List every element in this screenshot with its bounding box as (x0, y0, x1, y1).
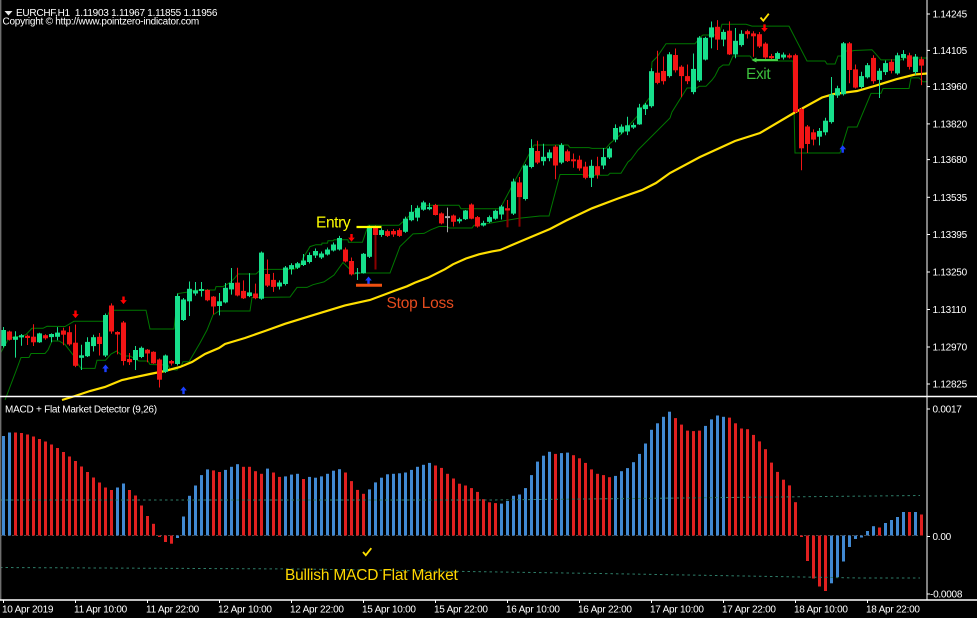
svg-text:1.14105: 1.14105 (933, 46, 968, 57)
svg-text:Stop Loss: Stop Loss (387, 295, 455, 312)
svg-text:1.13960: 1.13960 (933, 82, 968, 93)
svg-text:11 Apr 22:00: 11 Apr 22:00 (146, 605, 200, 616)
svg-text:Copyright © http://www.pointze: Copyright © http://www.pointzero-indicat… (3, 17, 200, 28)
svg-text:EURCHF,H1 1.11903 1.11967 1.1: EURCHF,H1 1.11903 1.11967 1.11855 1.1195… (16, 8, 218, 19)
svg-text:18 Apr 10:00: 18 Apr 10:00 (794, 605, 848, 616)
svg-text:1.13680: 1.13680 (933, 155, 968, 166)
svg-text:1.12970: 1.12970 (933, 343, 968, 354)
svg-text:17 Apr 10:00: 17 Apr 10:00 (650, 605, 704, 616)
svg-text:1.12825: 1.12825 (933, 380, 968, 391)
svg-text:17 Apr 22:00: 17 Apr 22:00 (722, 605, 776, 616)
svg-text:15 Apr 22:00: 15 Apr 22:00 (434, 605, 488, 616)
svg-text:1.13250: 1.13250 (933, 268, 968, 279)
svg-text:0.00: 0.00 (933, 532, 952, 543)
svg-text:-0.0008: -0.0008 (930, 590, 963, 601)
svg-text:1.13395: 1.13395 (933, 230, 968, 241)
svg-text:Entry: Entry (316, 215, 351, 232)
svg-text:16 Apr 22:00: 16 Apr 22:00 (578, 605, 632, 616)
svg-text:Bullish MACD Flat Market: Bullish MACD Flat Market (285, 567, 459, 584)
svg-text:10 Apr 2019: 10 Apr 2019 (2, 605, 54, 616)
svg-text:18 Apr 22:00: 18 Apr 22:00 (866, 605, 920, 616)
svg-text:Exit: Exit (746, 66, 771, 83)
svg-text:11 Apr 10:00: 11 Apr 10:00 (74, 605, 128, 616)
svg-text:0.0017: 0.0017 (933, 405, 963, 416)
svg-text:15 Apr 10:00: 15 Apr 10:00 (362, 605, 416, 616)
svg-text:1.13820: 1.13820 (933, 119, 968, 130)
svg-text:12 Apr 10:00: 12 Apr 10:00 (218, 605, 272, 616)
svg-text:16 Apr 10:00: 16 Apr 10:00 (506, 605, 560, 616)
svg-text:1.13535: 1.13535 (933, 193, 968, 204)
svg-text:1.13110: 1.13110 (933, 305, 967, 316)
svg-text:1.14245: 1.14245 (933, 10, 968, 21)
svg-text:MACD + Flat Market Detector (9: MACD + Flat Market Detector (9,26) (5, 405, 157, 416)
svg-text:12 Apr 22:00: 12 Apr 22:00 (290, 605, 344, 616)
